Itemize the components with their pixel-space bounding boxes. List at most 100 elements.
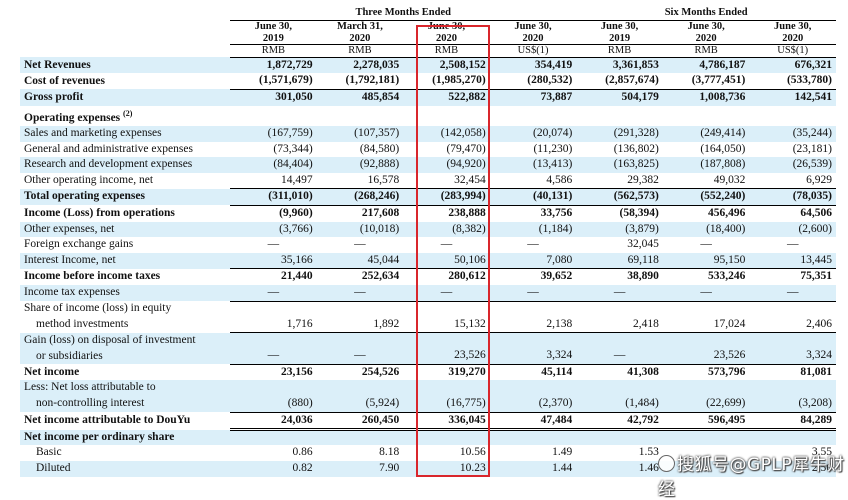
value-cell: (40,131) bbox=[489, 188, 577, 206]
value-cell bbox=[403, 301, 490, 317]
value-cell: 6,929 bbox=[749, 172, 836, 190]
row-label: Basic bbox=[20, 445, 230, 461]
date-header-line1: June 30, March 31, June 30, June 30, Jun… bbox=[20, 21, 836, 33]
row-label: Gain (loss) on disposal of investment bbox=[20, 332, 231, 349]
value-cell: (291,328) bbox=[576, 125, 663, 142]
row-label-text: Other operating income, net bbox=[24, 174, 154, 187]
row-label-text: Net Revenues bbox=[24, 58, 91, 71]
value-cell bbox=[489, 380, 577, 397]
value-cell bbox=[749, 380, 836, 397]
value-cell: — bbox=[527, 238, 539, 251]
value-cell: 45,114 bbox=[541, 365, 573, 378]
value-cell bbox=[662, 429, 750, 446]
value-cell bbox=[490, 106, 577, 126]
value-cell: 64,506 bbox=[800, 206, 832, 219]
table-row: Total operating expenses (311,010) (268,24… bbox=[20, 188, 836, 206]
col-header-year: 2020 bbox=[403, 32, 490, 46]
value-cell: (187,808) bbox=[662, 157, 750, 173]
row-label-text: non-controlling interest bbox=[36, 397, 145, 410]
table-row: Interest Income, net 35,166 45,044 50,106 7,… bbox=[20, 252, 836, 270]
date-header-line2: 2019 2020 2020 2020 2019 2020 2020 bbox=[20, 32, 836, 46]
sohu-logo-icon bbox=[658, 455, 675, 472]
value-cell: (26,539) bbox=[749, 157, 836, 173]
value-cell: (73,344) bbox=[273, 142, 313, 155]
watermark-text: 搜狐号@GPLP犀牛财经 bbox=[658, 455, 845, 500]
value-cell: (84,404) bbox=[230, 157, 317, 173]
value-cell: 4,586 bbox=[489, 172, 577, 190]
table-row: Share of income (loss) in equity bbox=[20, 301, 836, 317]
income-statement-table: Three Months Ended Six Months Ended June… bbox=[20, 6, 836, 477]
table-row: Research and development expenses (84,404… bbox=[20, 157, 836, 173]
value-cell: (268,246) bbox=[316, 188, 404, 206]
row-label: General and administrative expenses bbox=[20, 142, 230, 158]
row-label: or subsidiaries bbox=[20, 348, 231, 365]
value-cell: — bbox=[662, 284, 750, 302]
value-cell: (22,699) bbox=[662, 396, 750, 413]
value-cell: 47,484 bbox=[489, 412, 577, 432]
col-header-date: June 30, bbox=[427, 21, 466, 32]
row-label-text: Operating expenses bbox=[24, 111, 121, 124]
value-cell: (10,018) bbox=[316, 221, 404, 238]
value-cell: (3,208) bbox=[749, 396, 836, 413]
value-cell: (79,470) bbox=[446, 142, 486, 155]
value-cell: 533,246 bbox=[708, 270, 746, 283]
value-cell: 2.56 bbox=[749, 460, 836, 477]
value-cell: 301,050 bbox=[230, 89, 317, 106]
value-cell bbox=[576, 429, 663, 446]
row-label: Cost of revenues bbox=[20, 73, 230, 89]
value-cell bbox=[230, 380, 317, 397]
col-header-year: 2020 bbox=[749, 32, 836, 46]
col-header-currency: US$(1) bbox=[749, 44, 836, 58]
value-cell: — bbox=[316, 348, 404, 365]
table-row: non-controlling interest (880) (5,924) (16,… bbox=[20, 396, 836, 413]
value-cell: 252,634 bbox=[361, 270, 400, 283]
row-label-text: or subsidiaries bbox=[36, 349, 103, 362]
row-label-text: Net income per ordinary share bbox=[24, 430, 175, 443]
value-cell bbox=[489, 429, 577, 446]
col-header-date: June 30, bbox=[514, 21, 552, 32]
value-cell: — bbox=[230, 348, 317, 365]
col-header-currency: RMB bbox=[662, 44, 750, 58]
value-cell: 21,440 bbox=[281, 270, 313, 283]
value-cell bbox=[403, 332, 490, 349]
value-cell bbox=[576, 106, 663, 126]
row-label-text: Interest Income, net bbox=[24, 253, 116, 266]
row-label: Net Revenues bbox=[20, 57, 231, 74]
sohu-watermark: 搜狐号@GPLP犀牛财经 bbox=[658, 450, 848, 500]
value-cell: (18,400) bbox=[662, 221, 750, 238]
value-cell: 38,890 bbox=[627, 270, 659, 283]
value-cell: 49,032 bbox=[662, 172, 750, 190]
row-label-text: Research and development expenses bbox=[24, 158, 193, 171]
value-cell: — bbox=[440, 238, 453, 251]
six-months-ended-header: Six Months Ended bbox=[576, 6, 836, 21]
row-label: Income before income taxes bbox=[20, 269, 230, 285]
row-label: Share of income (loss) in equity bbox=[20, 301, 230, 317]
table-row: Other expenses, net (3,766) (10,018) (8,382… bbox=[20, 221, 836, 238]
value-cell: — bbox=[230, 284, 317, 302]
value-cell: (58,394) bbox=[619, 206, 659, 219]
value-cell: 0.82 bbox=[230, 460, 317, 477]
value-cell: 596,495 bbox=[662, 412, 750, 432]
value-cell: (84,580) bbox=[359, 142, 400, 155]
value-cell: 39,652 bbox=[540, 270, 573, 283]
value-cell: (533,780) bbox=[749, 73, 836, 90]
value-cell: 485,854 bbox=[316, 89, 404, 106]
table-row: Basic 0.86 8.18 10.56 1.49 1.53 3.55 bbox=[20, 445, 836, 461]
financial-statement: Three Months Ended Six Months Ended June… bbox=[20, 6, 844, 500]
value-cell: (94,920) bbox=[403, 157, 490, 173]
value-cell: 2,138 bbox=[489, 316, 577, 334]
value-cell: (562,573) bbox=[576, 188, 663, 206]
value-cell: 45,044 bbox=[316, 252, 404, 270]
value-cell: (2,370) bbox=[489, 396, 577, 413]
value-cell: — bbox=[576, 348, 663, 365]
value-cell: 1.44 bbox=[489, 460, 577, 477]
value-cell: (1,484) bbox=[576, 396, 663, 413]
value-cell: 23,526 bbox=[403, 348, 490, 365]
value-cell bbox=[749, 106, 836, 126]
table-row: Other operating income, net 14,497 16,578 3… bbox=[20, 172, 836, 190]
value-cell: (136,802) bbox=[613, 142, 659, 155]
value-cell: 676,321 bbox=[749, 57, 836, 74]
value-cell: 32,454 bbox=[403, 172, 490, 190]
value-cell: — bbox=[786, 238, 799, 251]
value-cell: 75,351 bbox=[800, 270, 832, 283]
